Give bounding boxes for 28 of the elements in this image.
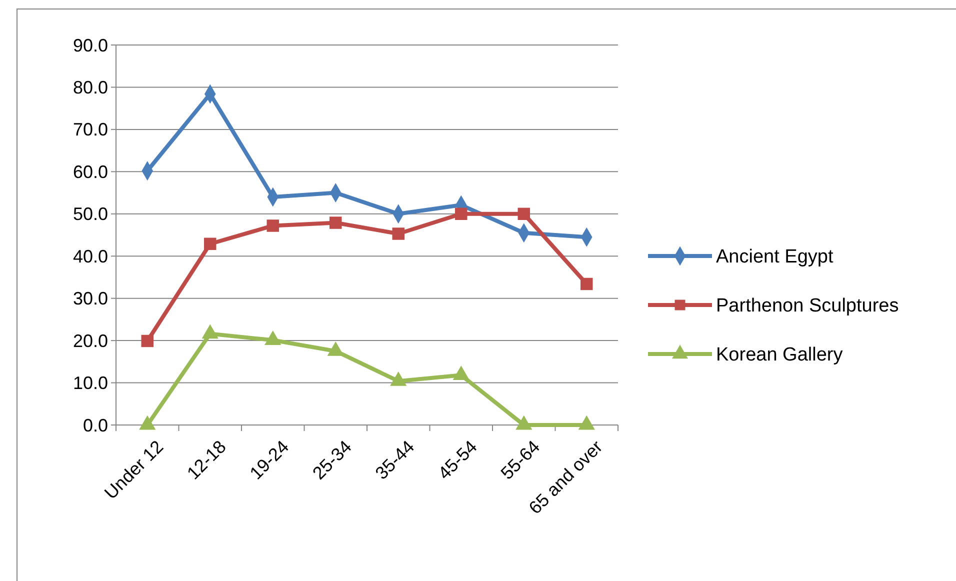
point xyxy=(518,208,530,220)
y-tick-label: 40.0 xyxy=(72,246,108,266)
y-tick-label: 60.0 xyxy=(72,162,108,182)
legend-label: Ancient Egypt xyxy=(716,246,834,268)
point xyxy=(264,330,282,345)
y-tick-label: 30.0 xyxy=(72,288,108,309)
point xyxy=(139,415,156,430)
y-tick-label: 20.0 xyxy=(72,330,108,351)
legend-label: Parthenon Sculptures xyxy=(716,296,899,317)
y-tick-label: 0.0 xyxy=(82,415,108,436)
y-tick-label: 10.0 xyxy=(72,373,108,394)
y-tick-label: 70.0 xyxy=(72,120,108,140)
y-tick-label: 90.0 xyxy=(72,35,108,56)
y-tick-label: 50.0 xyxy=(72,204,108,224)
point xyxy=(330,216,342,229)
point xyxy=(455,208,468,220)
point xyxy=(580,278,593,290)
y-tick-label: 80.0 xyxy=(72,78,108,98)
point xyxy=(578,415,595,430)
point xyxy=(327,342,344,356)
point xyxy=(204,238,216,250)
point xyxy=(392,228,404,240)
point xyxy=(202,324,218,339)
point xyxy=(516,415,532,430)
legend-label: Korean Gallery xyxy=(716,344,844,366)
point xyxy=(266,220,279,232)
point xyxy=(390,371,407,386)
point xyxy=(452,366,470,380)
